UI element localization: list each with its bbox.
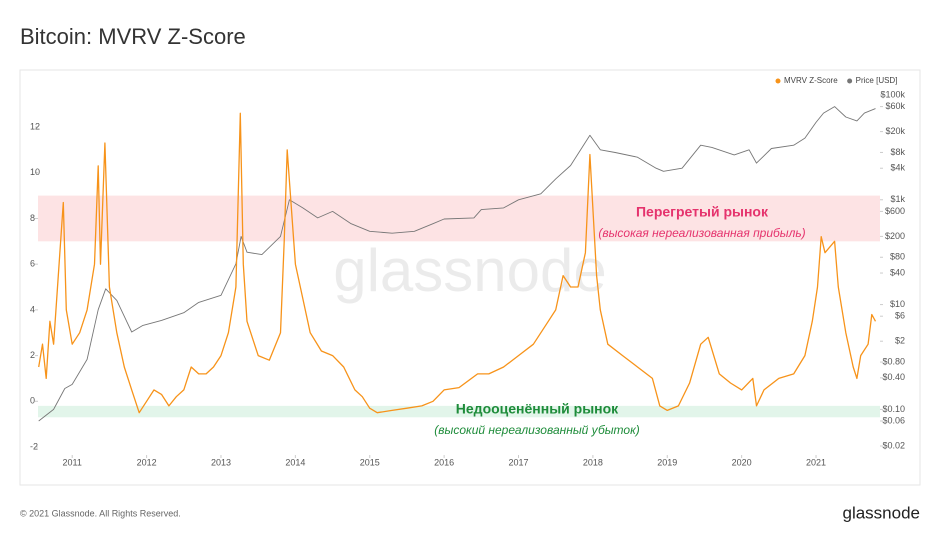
annotation: Перегретый рынок	[636, 204, 769, 220]
x-tick-label: 2012	[137, 457, 157, 467]
x-tick-label: 2016	[434, 457, 454, 467]
plot: -2 0 2 4 6 8 10 12 $100k $60k $20k $8k $4k $1k $600 $20…	[30, 76, 905, 467]
annotation: Недооценённый рынок	[456, 401, 619, 417]
watermark: glassnode	[333, 237, 607, 304]
x-tick-label: 2014	[285, 457, 305, 467]
y2-tick-label: $0.40	[882, 372, 905, 382]
x-tick-label: 2017	[508, 457, 528, 467]
legend-swatch	[847, 78, 853, 84]
y2-tick-label: $60k	[885, 101, 905, 111]
y2-tick-label: $200	[885, 231, 905, 241]
legend-swatch	[775, 78, 781, 84]
y-tick-label: 6	[30, 259, 35, 269]
y-tick-label: 8	[30, 213, 35, 223]
y-tick-label: -2	[30, 441, 38, 451]
x-tick-label: 2015	[360, 457, 380, 467]
x-tick-label: 2021	[806, 457, 826, 467]
x-tick-label: 2013	[211, 457, 231, 467]
y2-tick-label: $8k	[890, 147, 905, 157]
y2-tick-label: $100k	[880, 89, 905, 99]
chart-frame	[19, 69, 921, 486]
y2-tick-label: $2	[895, 336, 905, 346]
y2-tick-label: $0.02	[882, 440, 905, 450]
series-line	[38, 106, 876, 422]
brand: glassnode	[842, 503, 920, 522]
series-line	[38, 112, 877, 414]
y-tick-label: 0	[30, 396, 35, 406]
footer: © 2021 Glassnode. All Rights Reserved.	[20, 508, 181, 518]
y2-tick-label: $0.10	[882, 404, 905, 414]
x-tick-label: 2011	[63, 457, 82, 467]
y2-tick-label: $1k	[890, 194, 905, 204]
y2-tick-label: $20k	[885, 126, 905, 136]
y-tick-label: 2	[30, 350, 35, 360]
legend-label: Price [USD]	[856, 76, 898, 85]
y2-tick-label: $80	[890, 252, 905, 262]
x-tick-label: 2018	[583, 457, 603, 467]
zone-band	[38, 405, 880, 418]
x-tick-label: 2020	[732, 457, 752, 467]
y2-tick-label: $40	[890, 267, 905, 277]
annotation: (высокий нереализованный убыток)	[434, 423, 639, 437]
y2-tick-label: $0.80	[882, 356, 905, 366]
y-tick-label: 10	[30, 167, 40, 177]
legend-label: MVRV Z-Score	[784, 76, 838, 85]
y-tick-label: 4	[30, 304, 35, 314]
y2-tick-label: $6	[895, 311, 905, 321]
y-tick-label: 12	[30, 121, 40, 131]
annotation: (высокая нереализованная прибыль)	[598, 226, 805, 240]
chart-title: Bitcoin: MVRV Z-Score	[20, 24, 246, 49]
y2-tick-label: $0.06	[882, 415, 905, 425]
x-tick-label: 2019	[657, 457, 677, 467]
y2-tick-label: $10	[890, 299, 905, 309]
y2-tick-label: $600	[885, 206, 905, 216]
y2-tick-label: $4k	[890, 163, 905, 173]
